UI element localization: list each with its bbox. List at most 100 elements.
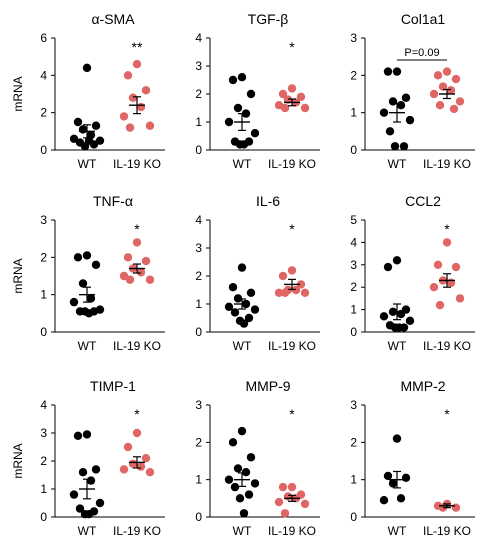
wt-data-point	[91, 260, 101, 269]
x-tick-label: IL-19 KO	[268, 524, 316, 538]
y-tick-label: 1	[350, 473, 357, 487]
ko-data-point	[278, 482, 288, 492]
wt-data-point	[237, 426, 247, 436]
x-tick-label: IL-19 KO	[423, 339, 471, 353]
ko-data-point	[455, 97, 465, 106]
wt-data-point	[82, 430, 92, 439]
y-tick-label: 2	[195, 87, 202, 101]
ko-data-point	[132, 238, 142, 247]
y-tick-label: 3	[350, 258, 357, 272]
ko-data-point	[429, 89, 439, 99]
wt-data-point	[385, 127, 395, 136]
wt-data-point	[396, 101, 406, 110]
wt-data-point	[239, 509, 249, 518]
ko-data-point	[451, 74, 461, 84]
ko-data-point	[128, 93, 138, 102]
wt-data-point	[401, 473, 411, 482]
wt-data-point	[230, 308, 240, 317]
ko-data-point	[274, 288, 284, 297]
y-tick-label: 0	[195, 143, 202, 157]
ko-data-point	[119, 465, 129, 474]
significance-marker: *	[289, 406, 295, 422]
ko-data-point	[125, 123, 135, 132]
ko-data-point	[128, 459, 138, 468]
y-tick-label: 2	[40, 250, 47, 264]
ko-data-point	[274, 497, 284, 507]
ko-data-point	[136, 268, 146, 277]
ko-data-point	[123, 442, 133, 452]
ko-data-point	[446, 86, 456, 95]
ko-data-point	[145, 275, 155, 284]
wt-data-point	[228, 75, 238, 85]
y-tick-label: 2	[195, 435, 202, 449]
x-tick-label: WT	[388, 157, 407, 171]
wt-data-point	[91, 121, 101, 130]
significance-marker: *	[444, 221, 450, 237]
wt-data-point	[388, 479, 398, 488]
wt-data-point	[73, 253, 83, 262]
y-tick-label: 6	[40, 31, 47, 45]
wt-data-point	[237, 73, 247, 82]
chart-title: α-SMA	[91, 11, 135, 27]
x-tick-label: WT	[233, 157, 252, 171]
ko-data-point	[435, 300, 445, 310]
y-tick-label: 1	[40, 482, 47, 496]
wt-data-point	[246, 89, 256, 99]
wt-data-point	[392, 256, 402, 265]
x-tick-label: IL-19 KO	[268, 339, 316, 353]
wt-data-point	[69, 490, 79, 499]
ko-data-point	[429, 283, 439, 292]
ko-data-point	[287, 84, 297, 93]
y-tick-label: 0	[350, 325, 357, 339]
y-tick-label: 4	[195, 213, 202, 227]
ko-data-point	[123, 253, 133, 262]
wt-data-point	[246, 453, 256, 462]
wt-data-point	[82, 251, 92, 260]
wt-data-point	[383, 67, 393, 76]
wt-data-point	[84, 309, 94, 318]
y-tick-label: 3	[195, 59, 202, 73]
chart-title: TNF-α	[93, 193, 133, 209]
wt-data-point	[228, 438, 238, 447]
y-tick-label: 2	[350, 280, 357, 294]
wt-data-point	[244, 490, 254, 499]
ko-data-point	[125, 275, 135, 284]
ko-data-point	[287, 266, 297, 275]
ko-data-point	[119, 271, 129, 281]
y-tick-label: 1	[195, 297, 202, 311]
significance-marker: *	[444, 406, 450, 422]
ko-data-point	[433, 71, 443, 80]
wt-data-point	[394, 323, 404, 332]
wt-data-point	[84, 510, 94, 519]
x-tick-label: IL-19 KO	[268, 157, 316, 171]
wt-data-point	[84, 136, 94, 145]
wt-data-point	[69, 134, 79, 143]
ko-data-point	[141, 454, 151, 463]
ko-data-point	[438, 82, 448, 91]
x-tick-label: WT	[233, 524, 252, 538]
ko-data-point	[451, 503, 461, 512]
x-tick-label: WT	[388, 524, 407, 538]
x-tick-label: IL-19 KO	[113, 157, 161, 171]
x-tick-label: WT	[233, 339, 252, 353]
ko-data-point	[145, 121, 155, 130]
y-tick-label: 4	[195, 31, 202, 45]
wt-data-point	[224, 117, 234, 127]
wt-data-point	[237, 263, 247, 272]
significance-marker: *	[289, 39, 295, 55]
wt-data-point	[399, 142, 409, 151]
y-tick-label: 0	[350, 510, 357, 524]
ko-data-point	[132, 59, 142, 69]
wt-data-point	[91, 465, 101, 474]
wt-data-point	[86, 294, 96, 303]
y-tick-label: 3	[195, 398, 202, 412]
y-tick-label: 1	[350, 106, 357, 120]
y-tick-label: 0	[350, 143, 357, 157]
chart-title: Col1a1	[401, 11, 446, 27]
wt-data-point	[250, 129, 260, 138]
p-value-label: P=0.09	[404, 47, 439, 59]
ko-data-point	[145, 468, 155, 477]
wt-data-point	[82, 63, 92, 73]
wt-data-point	[239, 319, 249, 328]
